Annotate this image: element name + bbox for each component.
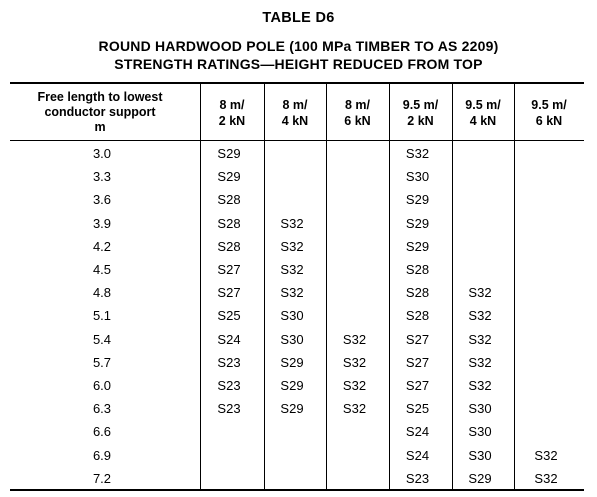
strength-cell: S32 <box>280 285 304 301</box>
row-length: 3.3 <box>92 169 112 185</box>
strength-cell: S27 <box>217 285 241 301</box>
row-length: 5.1 <box>92 308 112 324</box>
table-number: TABLE D6 <box>262 10 335 26</box>
row-length: 3.9 <box>92 215 112 231</box>
column-divider <box>264 84 265 489</box>
column-header: 6 kN <box>344 114 371 128</box>
table-bottom-rule <box>10 489 584 491</box>
strength-cell: S28 <box>217 192 241 208</box>
table-top-rule <box>10 82 584 84</box>
strength-cell: S28 <box>217 215 241 231</box>
strength-cell: S32 <box>405 146 430 161</box>
strength-cell: S32 <box>342 378 367 393</box>
strength-cell: S27 <box>405 331 430 347</box>
strength-cell: S30 <box>405 169 430 185</box>
row-length: 7.2 <box>92 470 112 486</box>
strength-cell: S23 <box>217 401 241 417</box>
column-divider <box>514 84 515 489</box>
strength-cell: S23 <box>217 354 241 370</box>
strength-cell: S32 <box>342 354 367 370</box>
column-header: 2 kN <box>407 114 434 128</box>
strength-cell: S25 <box>217 308 241 324</box>
strength-cell: S32 <box>468 331 492 347</box>
strength-cell: S30 <box>468 401 492 417</box>
column-header: 9.5 m/ <box>531 98 567 112</box>
strength-cell: S32 <box>342 401 367 417</box>
strength-cell: S29 <box>280 378 304 393</box>
column-header: 8 m/ <box>282 98 308 112</box>
strength-cell: S29 <box>280 401 304 417</box>
row-length: 4.8 <box>92 285 112 301</box>
strength-cell: S24 <box>405 424 430 440</box>
strength-cell: S24 <box>405 447 430 463</box>
row-length: 6.3 <box>92 401 112 417</box>
column-divider <box>452 84 453 489</box>
column-header: 9.5 m/ <box>465 98 501 112</box>
strength-cell: S32 <box>534 447 558 463</box>
strength-cell: S32 <box>280 215 304 231</box>
table-title-line-1: ROUND HARDWOOD POLE (100 MPa TIMBER TO A… <box>98 38 499 54</box>
strength-cell: S28 <box>217 238 241 254</box>
strength-cell: S27 <box>405 378 430 393</box>
strength-cell: S30 <box>280 308 304 324</box>
strength-cell: S27 <box>405 354 430 370</box>
column-header: 4 kN <box>281 114 309 128</box>
strength-cell: S29 <box>468 470 492 486</box>
column-header: 8 m/ <box>219 98 245 112</box>
row-length: 6.6 <box>92 424 112 440</box>
strength-cell: S32 <box>280 238 304 254</box>
strength-cell: S30 <box>280 331 304 347</box>
strength-cell: S23 <box>405 470 430 486</box>
strength-cell: S29 <box>217 146 241 161</box>
column-header: 8 m/ <box>344 98 370 112</box>
length-column-header: conductor support <box>44 105 156 119</box>
strength-cell: S32 <box>468 308 492 324</box>
column-header: 9.5 m/ <box>402 98 439 112</box>
strength-cell: S32 <box>468 378 492 393</box>
strength-cell: S30 <box>468 424 492 440</box>
strength-cell: S28 <box>405 308 430 324</box>
strength-cell: S28 <box>405 285 430 301</box>
strength-cell: S29 <box>405 192 430 208</box>
strength-cell: S32 <box>468 285 492 301</box>
strength-cell: S32 <box>534 470 558 486</box>
table-title-line-2: STRENGTH RATINGS—HEIGHT REDUCED FROM TOP <box>114 56 483 72</box>
column-header: 4 kN <box>469 114 497 128</box>
row-length: 5.7 <box>92 354 112 370</box>
length-column-header: Free length to lowest <box>37 90 163 104</box>
strength-cell: S32 <box>280 262 304 277</box>
column-divider <box>389 84 390 489</box>
strength-cell: S32 <box>342 331 367 347</box>
strength-cell: S29 <box>405 215 430 231</box>
column-divider <box>326 84 327 489</box>
column-divider <box>200 84 201 489</box>
row-length: 3.6 <box>92 192 112 208</box>
column-header: 2 kN <box>218 114 246 128</box>
strength-cell: S29 <box>405 238 430 254</box>
strength-cell: S24 <box>217 331 241 347</box>
strength-cell: S30 <box>468 447 492 463</box>
row-length: 4.5 <box>92 262 112 277</box>
strength-cell: S28 <box>405 262 430 277</box>
row-length: 4.2 <box>92 238 112 254</box>
row-length: 5.4 <box>92 331 112 347</box>
strength-cell: S29 <box>217 169 241 185</box>
strength-cell: S29 <box>280 354 304 370</box>
length-column-header: m <box>94 120 106 134</box>
strength-cell: S27 <box>217 262 241 277</box>
strength-cell: S25 <box>405 401 430 417</box>
row-length: 6.9 <box>92 447 112 463</box>
header-rule <box>10 140 584 141</box>
column-header: 6 kN <box>535 114 563 128</box>
row-length: 3.0 <box>92 146 112 161</box>
row-length: 6.0 <box>92 378 112 393</box>
strength-cell: S23 <box>217 378 241 393</box>
strength-cell: S32 <box>468 354 492 370</box>
